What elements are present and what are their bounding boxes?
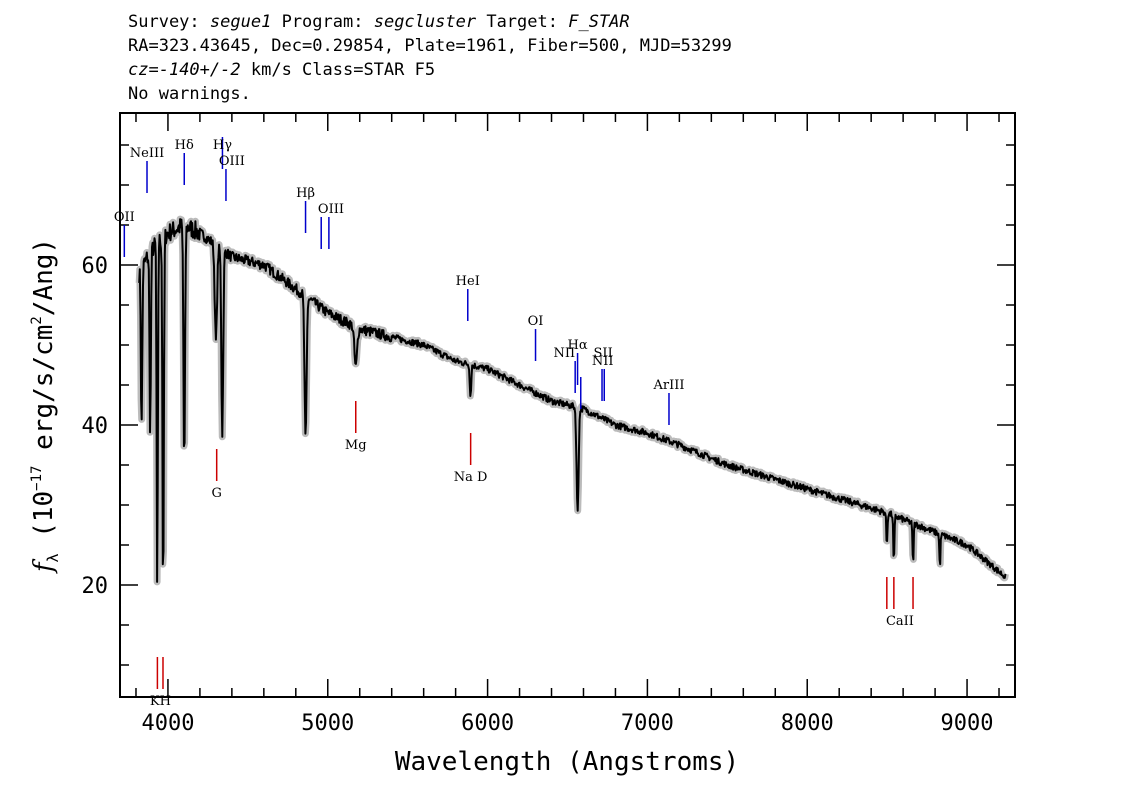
header-line-2: RA=323.43645, Dec=0.29854, Plate=1961, F… bbox=[128, 36, 732, 56]
target-label: Target: bbox=[486, 12, 558, 32]
emission-label: NeIII bbox=[130, 146, 164, 161]
y-label-exp1: −17 bbox=[29, 466, 45, 491]
header-line-3: cz=-140+/-2 km/s Class=STAR F5 bbox=[128, 58, 732, 82]
y-label-post: /Ang) bbox=[29, 238, 59, 316]
spectrum-header: Survey: segue1 Program: segcluster Targe… bbox=[128, 10, 732, 106]
emission-label: Hα bbox=[568, 338, 588, 353]
program-label: Program: bbox=[281, 12, 364, 32]
absorption-label: Na D bbox=[454, 470, 488, 485]
emission-label: NII bbox=[553, 346, 575, 361]
target-value: F_STAR bbox=[568, 12, 630, 32]
emission-label: HeI bbox=[456, 274, 480, 289]
axis-ticks bbox=[120, 113, 1015, 697]
x-axis-label: Wavelength (Angstroms) bbox=[395, 747, 739, 777]
x-tick-label: 7000 bbox=[621, 711, 674, 736]
emission-label: Hγ bbox=[213, 138, 232, 153]
header-line-1: Survey: segue1 Program: segcluster Targe… bbox=[128, 10, 732, 34]
absorption-line-markers: KH G Mg Na D CaII bbox=[150, 401, 914, 709]
y-label-pre: (10 bbox=[29, 491, 59, 554]
x-tick-label: 5000 bbox=[301, 711, 354, 736]
emission-label: OI bbox=[528, 314, 544, 329]
survey-value: segue1 bbox=[209, 12, 272, 32]
survey-label: Survey: bbox=[128, 12, 200, 32]
flux-line bbox=[138, 218, 1007, 583]
x-tick-label: 8000 bbox=[781, 711, 834, 736]
emission-label: NII bbox=[592, 354, 614, 369]
absorption-label: CaII bbox=[886, 614, 914, 629]
plot-frame bbox=[119, 112, 1016, 698]
emission-label: Hβ bbox=[296, 186, 315, 201]
y-axis-label: fλ (10−17 erg/s/cm2/Ang) bbox=[29, 238, 62, 574]
y-tick-label: 60 bbox=[82, 254, 109, 279]
y-label-exp2: 2 bbox=[29, 316, 45, 324]
emission-label: Hδ bbox=[175, 138, 194, 153]
y-label-sub: λ bbox=[44, 553, 62, 562]
header-line-4: No warnings. bbox=[128, 84, 251, 104]
x-tick-label: 4000 bbox=[141, 711, 194, 736]
emission-label: ArIII bbox=[652, 378, 684, 393]
emission-label: SII bbox=[594, 346, 613, 361]
y-tick-label: 20 bbox=[82, 574, 109, 599]
emission-label: OIII bbox=[219, 154, 245, 169]
x-tick-label: 9000 bbox=[941, 711, 994, 736]
absorption-label: KH bbox=[150, 694, 171, 709]
x-tick-label: 6000 bbox=[461, 711, 514, 736]
y-tick-label: 40 bbox=[82, 414, 109, 439]
y-tick-labels: 20 40 60 bbox=[82, 254, 109, 599]
program-value: segcluster bbox=[373, 12, 477, 32]
emission-label: OII bbox=[114, 210, 135, 225]
absorption-label: Mg bbox=[345, 438, 367, 453]
cz-label: cz= bbox=[128, 60, 159, 80]
absorption-label: G bbox=[211, 486, 221, 501]
emission-label: OIII bbox=[318, 202, 344, 217]
y-label-mid: erg/s/cm bbox=[29, 325, 59, 466]
cz-value: -140+/-2 bbox=[158, 60, 241, 80]
x-tick-labels: 4000 5000 6000 7000 8000 9000 bbox=[141, 711, 993, 736]
cz-units: km/s Class=STAR F5 bbox=[250, 60, 436, 80]
